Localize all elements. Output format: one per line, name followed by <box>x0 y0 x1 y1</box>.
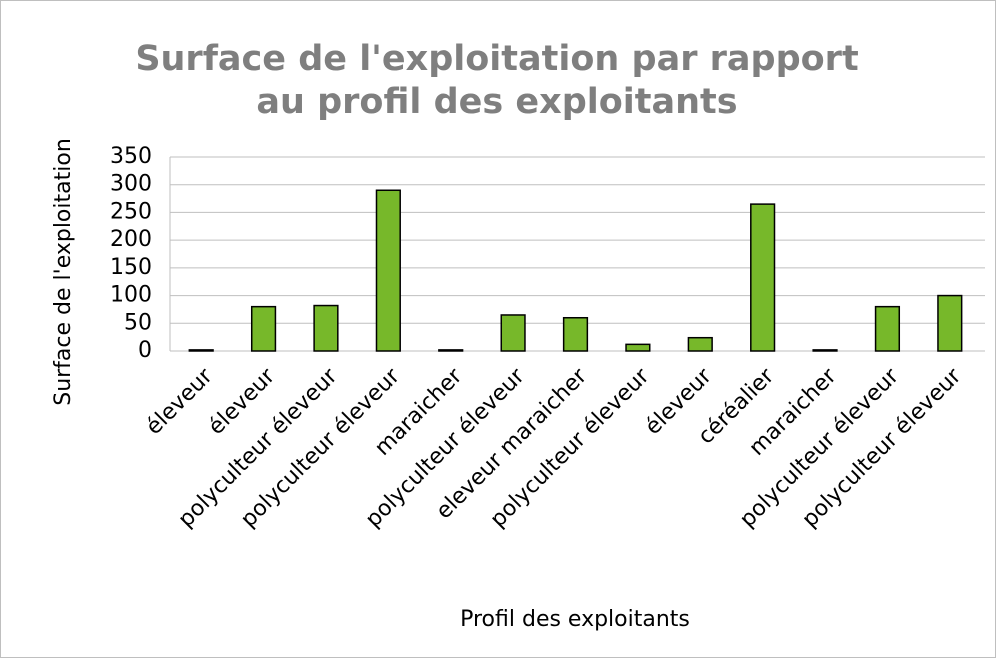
y-tick-label: 300 <box>110 172 152 197</box>
y-tick-label: 350 <box>110 144 152 169</box>
bar <box>438 349 464 352</box>
x-axis-title: Profil des exploitants <box>460 607 690 632</box>
bar <box>687 336 713 352</box>
bar <box>500 314 526 352</box>
y-tick-label: 250 <box>110 199 152 224</box>
y-tick-label: 150 <box>110 255 152 280</box>
y-axis-title: Surface de l'exploitation <box>51 138 76 406</box>
bar <box>874 305 901 352</box>
y-tick-label: 50 <box>124 310 152 335</box>
bar <box>562 316 589 352</box>
y-tick-label: 100 <box>110 283 152 308</box>
bar <box>625 343 651 352</box>
chart-title: Surface de l'exploitation par rapport <box>135 39 858 79</box>
bar <box>375 189 401 352</box>
bar <box>188 349 214 352</box>
chart-title: au profil des exploitants <box>256 82 737 122</box>
bar <box>313 304 339 352</box>
bar <box>750 203 776 352</box>
bar <box>250 305 277 352</box>
bar <box>812 349 838 352</box>
y-tick-label: 200 <box>110 227 152 252</box>
y-tick-label: 0 <box>138 338 152 363</box>
bar <box>937 294 963 352</box>
